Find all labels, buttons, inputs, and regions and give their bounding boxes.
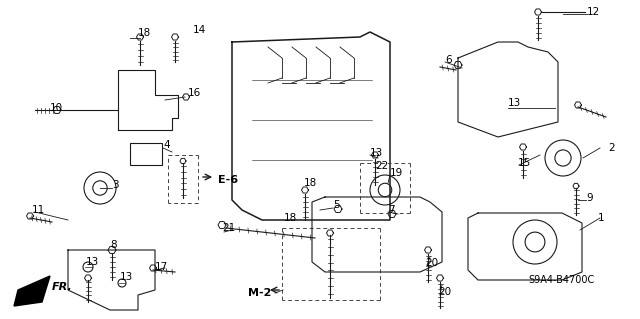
Text: 9: 9 — [586, 193, 593, 203]
Text: 17: 17 — [155, 262, 168, 272]
Text: 13: 13 — [370, 148, 383, 158]
Text: 18: 18 — [284, 213, 297, 223]
Text: 22: 22 — [375, 161, 388, 171]
Text: 12: 12 — [587, 7, 600, 17]
Text: 13: 13 — [86, 257, 99, 267]
Text: 6: 6 — [445, 55, 452, 65]
Text: 5: 5 — [333, 200, 340, 210]
Text: 13: 13 — [508, 98, 521, 108]
Text: 1: 1 — [598, 213, 605, 223]
Text: 11: 11 — [32, 205, 45, 215]
Text: 8: 8 — [110, 240, 116, 250]
Text: FR.: FR. — [52, 282, 73, 292]
Text: 16: 16 — [188, 88, 201, 98]
Text: S9A4-B4700C: S9A4-B4700C — [528, 275, 595, 285]
Text: 21: 21 — [222, 223, 236, 233]
Text: 20: 20 — [438, 287, 451, 297]
Text: 7: 7 — [388, 205, 395, 215]
Text: 19: 19 — [390, 168, 403, 178]
Bar — [130, 143, 162, 165]
Text: 13: 13 — [120, 272, 133, 282]
Text: 10: 10 — [50, 103, 63, 113]
Text: E-6: E-6 — [218, 175, 238, 185]
Text: 20: 20 — [425, 258, 438, 268]
Polygon shape — [14, 276, 50, 306]
Text: 2: 2 — [608, 143, 614, 153]
Text: 18: 18 — [304, 178, 317, 188]
Text: M-2: M-2 — [248, 288, 271, 298]
Text: 15: 15 — [518, 158, 531, 168]
Text: 3: 3 — [112, 180, 118, 190]
Text: 4: 4 — [163, 140, 170, 150]
Text: 18: 18 — [138, 28, 151, 38]
Text: 14: 14 — [193, 25, 206, 35]
